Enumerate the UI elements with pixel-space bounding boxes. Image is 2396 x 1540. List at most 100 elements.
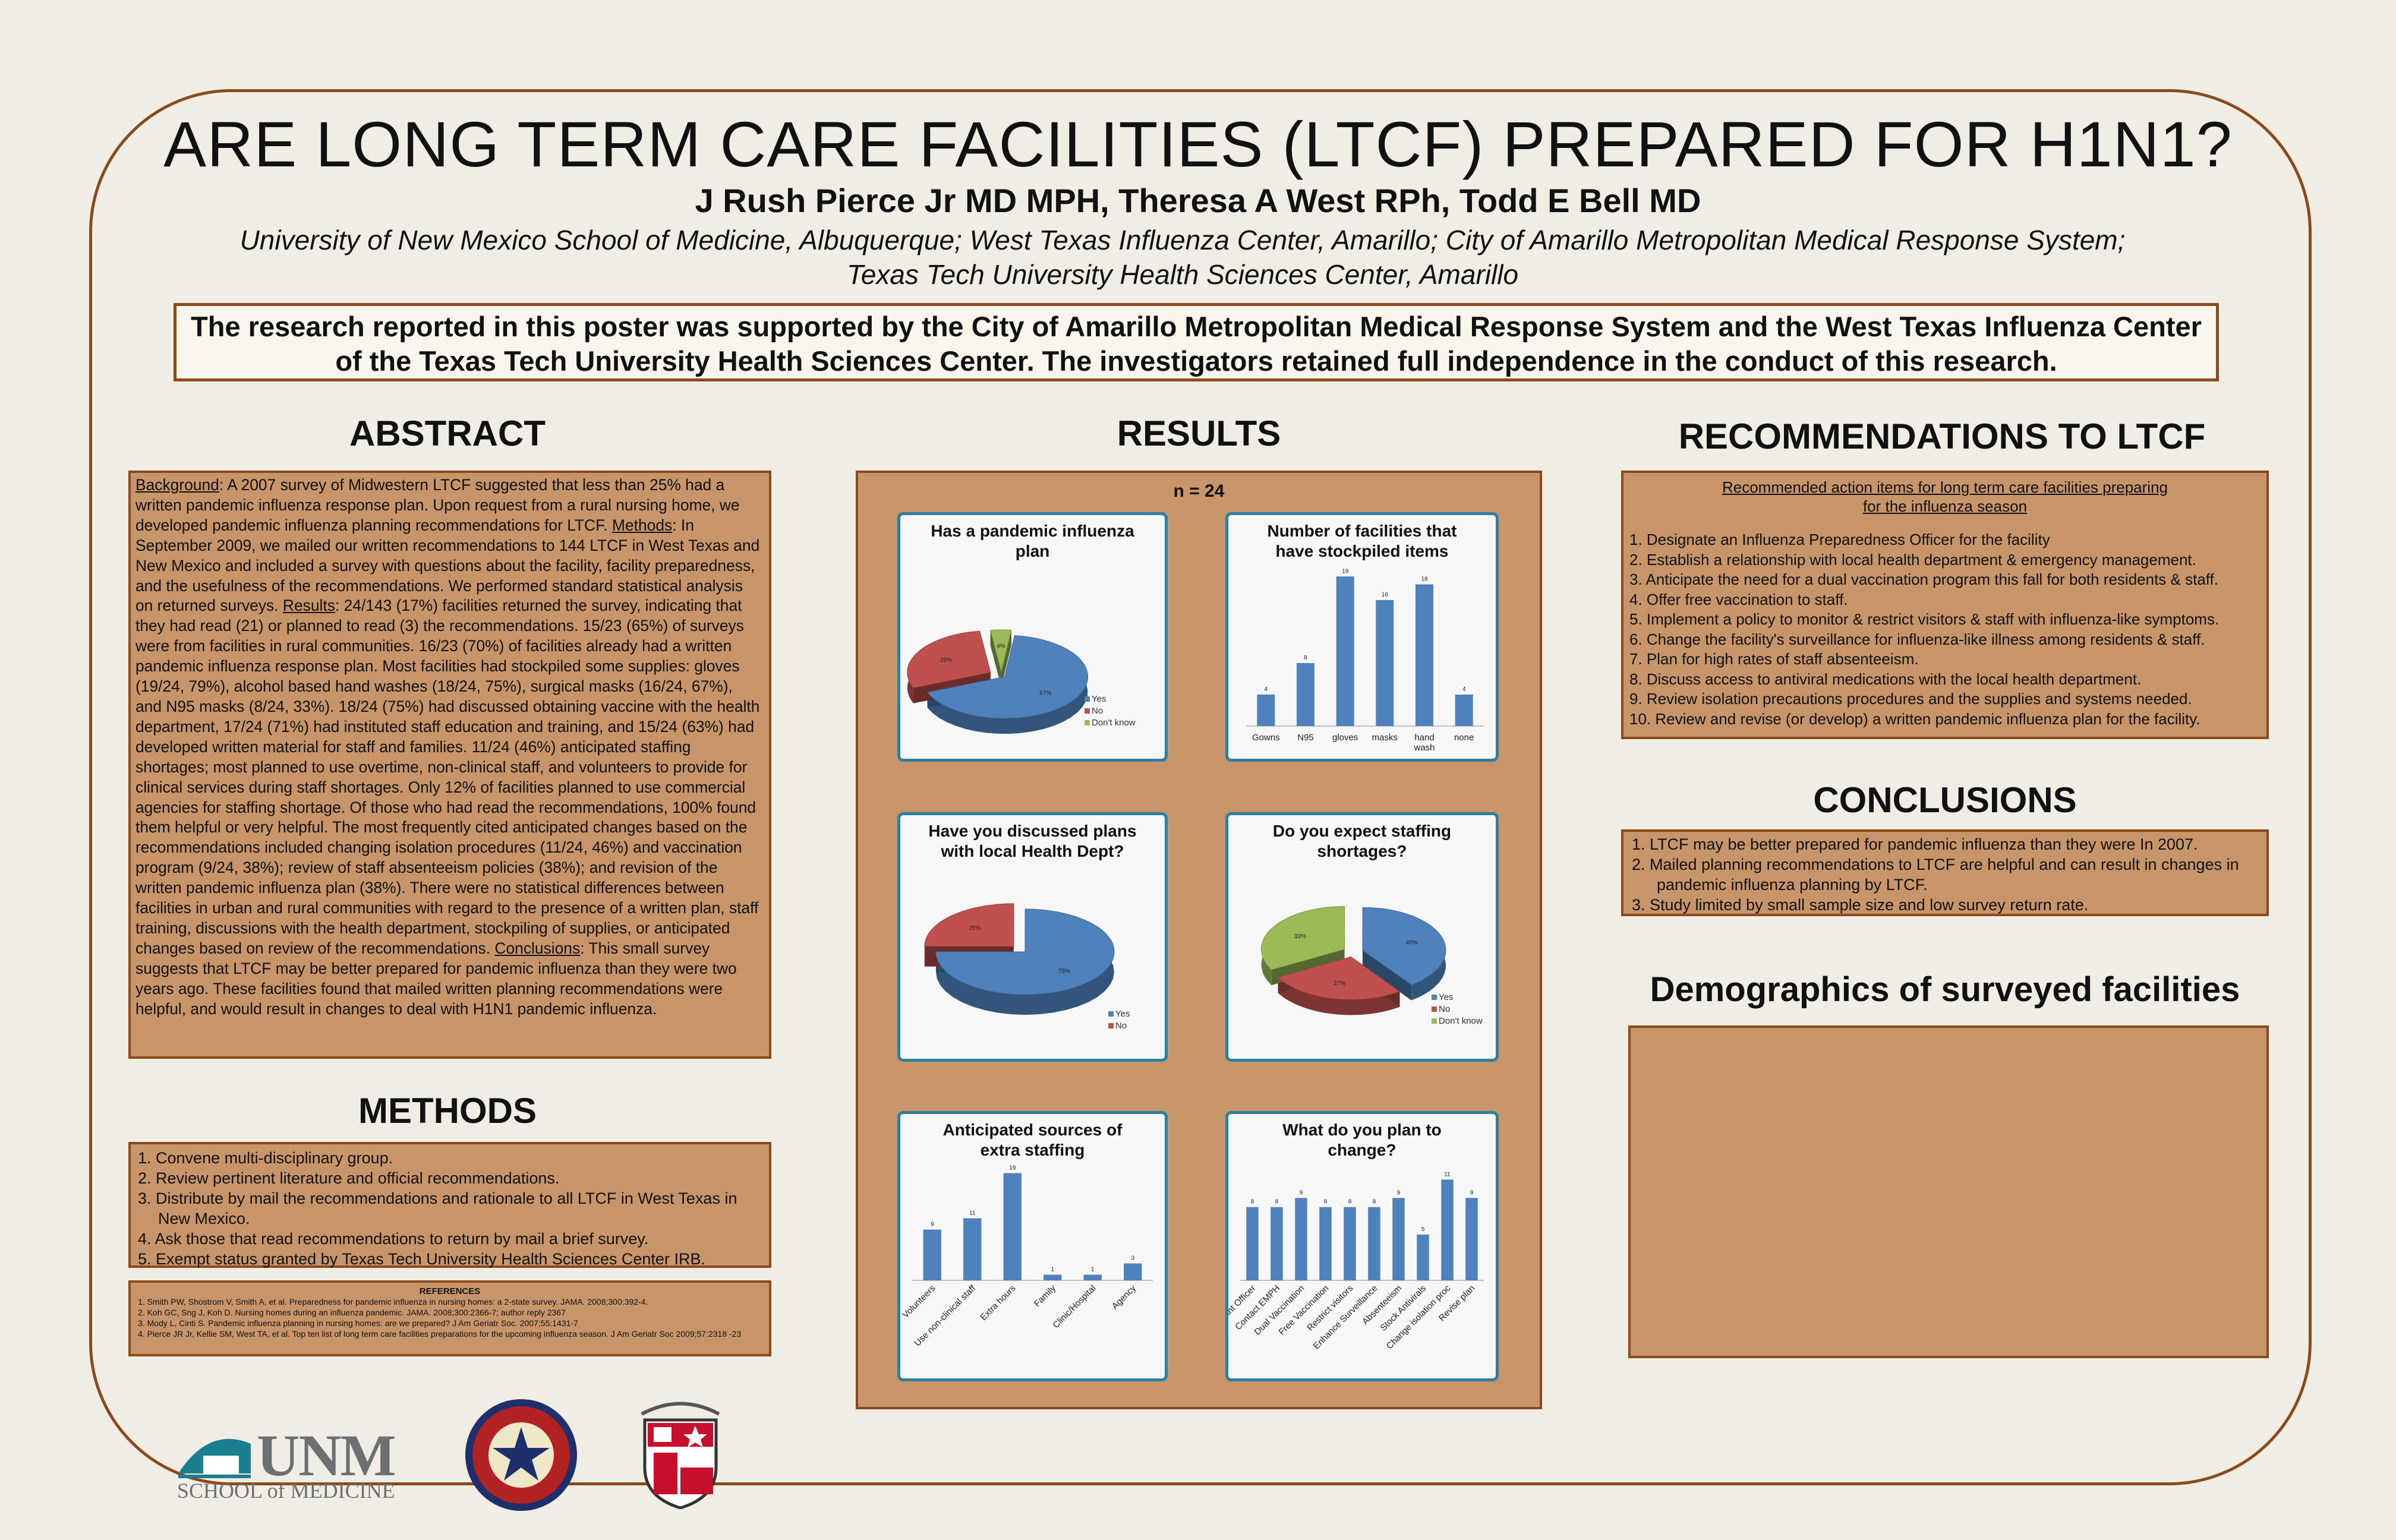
legend-swatch — [1108, 1023, 1114, 1028]
bar-data-label: 18 — [1421, 576, 1428, 583]
abstract-conclusions: : This small survey suggests that LTCF m… — [135, 939, 737, 1018]
bar — [1415, 584, 1433, 726]
poster-frame — [89, 89, 2312, 1485]
pie-slice-don-t-know — [990, 629, 1012, 672]
legend-entry: Don't know — [1084, 717, 1136, 729]
conclusion-item: 3. Study limited by small sample size an… — [1632, 896, 2089, 914]
legend-label: No — [1439, 1004, 1451, 1014]
methods-heading: METHODS — [358, 1091, 537, 1131]
bar — [1441, 1179, 1454, 1280]
bar-data-label: 16 — [1382, 592, 1389, 598]
references-heading: REFERENCES — [419, 1286, 481, 1296]
chart-title: Have you discussed plans with local Heal… — [928, 822, 1137, 860]
recommendations-subheading-line-1: Recommended action items for long term c… — [1722, 478, 2168, 496]
x-tick-label: Clinic/Hospital — [1051, 1283, 1098, 1330]
chart-title: Number of facilities that have stockpile… — [1267, 522, 1457, 560]
ttuhsc-crest-graphic — [641, 1402, 720, 1510]
abstract-methods: : In September 2009, we mailed our writt… — [135, 516, 760, 615]
chart-title: Anticipated sources of extra staffing — [942, 1121, 1123, 1159]
recommendation-item: 8. Discuss access to antiviral medicatio… — [1629, 670, 2142, 688]
abstract-text: Background: A 2007 survey of Midwestern … — [135, 475, 761, 1019]
bar-data-label: 9 — [1470, 1189, 1474, 1196]
bar — [1465, 1198, 1478, 1280]
pie-data-label: 4% — [997, 643, 1005, 650]
demographics-box — [1628, 1025, 2269, 1358]
pie-slice-no — [924, 903, 1014, 947]
bar-data-label: 8 — [1348, 1199, 1352, 1206]
recommendation-item: 4. Offer free vaccination to staff. — [1629, 590, 1848, 608]
legend-swatch — [1432, 1018, 1437, 1024]
pie-slice-don-t-know — [1261, 906, 1345, 970]
recommendations-heading: RECOMMENDATIONS TO LTCF — [1678, 416, 2206, 456]
bar-data-label: 4 — [1265, 686, 1268, 693]
bar — [1003, 1173, 1022, 1280]
abstract-background: : A 2007 survey of Midwestern LTCF sugge… — [135, 476, 740, 534]
bar-data-label: 4 — [1462, 686, 1466, 693]
bar — [1376, 600, 1394, 726]
chart-title: Do you expect staffing shortages? — [1272, 822, 1452, 860]
legend-entry: Yes — [1108, 1008, 1130, 1020]
chart-legend: Yes No Don't know — [1084, 693, 1136, 729]
pie-slice-yes — [926, 635, 1089, 719]
methods-list: 1. Convene multi-disciplinary group. 2. R… — [138, 1148, 762, 1269]
bar-data-label: 8 — [1251, 1199, 1254, 1206]
bar — [1083, 1274, 1102, 1280]
conclusions-heading: CONCLUSIONS — [1813, 780, 2077, 820]
bar-data-label: 9 — [931, 1222, 934, 1228]
pie-data-label: 33% — [1294, 933, 1306, 940]
legend-swatch — [1108, 1011, 1114, 1017]
poster-title: ARE LONG TERM CARE FACILITIES (LTCF) PRE… — [163, 108, 2233, 180]
recommendations-subheading-line-2: for the influenza season — [1862, 497, 2028, 515]
methods-item: 3. Distribute by mail the recommendation… — [138, 1189, 737, 1227]
legend-entry: No — [1108, 1020, 1130, 1032]
conclusions-box: 1. LTCF may be better prepared for pande… — [1621, 829, 2269, 916]
bar-data-label: 19 — [1009, 1165, 1016, 1172]
chart-panel-sources: Anticipated sources of extra staffing 9 Vo… — [897, 1111, 1168, 1381]
x-tick-label: Gowns — [1252, 733, 1280, 743]
legend-swatch — [1432, 995, 1437, 1000]
bar — [1295, 1198, 1307, 1280]
bar — [923, 1229, 941, 1280]
chart-legend: Yes No — [1108, 1008, 1130, 1032]
legend-entry: Don't know — [1432, 1015, 1483, 1027]
bar-data-label: 11 — [969, 1210, 976, 1217]
unm-logo-graphic — [178, 1438, 251, 1478]
affiliations: University of New Mexico School of Medic… — [178, 223, 2187, 292]
recommendation-item: 1. Designate an Influenza Preparedness O… — [1629, 531, 2050, 548]
recommendation-item: 7. Plan for high rates of staff absentee… — [1629, 650, 1919, 668]
legend-entry: No — [1432, 1003, 1483, 1015]
affiliations-line-2: Texas Tech University Health Sciences Ce… — [846, 259, 1519, 290]
pie-slice-no — [907, 630, 991, 689]
chart-panel-stockpile: Number of facilities that have stockpile… — [1225, 512, 1499, 762]
legend-swatch — [1084, 708, 1090, 714]
recommendation-item: 10. Review and revise (or develop) a wri… — [1629, 709, 2200, 728]
bar-data-label: 3 — [1131, 1255, 1134, 1262]
x-tick-label: gloves — [1332, 733, 1358, 743]
bar-data-label: 1 — [1091, 1267, 1095, 1273]
recommendation-item: 5. Implement a policy to monitor & restr… — [1629, 610, 2220, 628]
recommendation-item: 3. Anticipate the need for a dual vaccin… — [1629, 570, 2218, 588]
abstract-methods-label: Methods — [611, 516, 673, 534]
abstract-background-label: Background — [135, 476, 219, 494]
pie-data-label: 27% — [1333, 980, 1345, 987]
bar — [963, 1218, 982, 1280]
pie-slice-yes — [1362, 907, 1446, 986]
bar — [1392, 1198, 1405, 1280]
bar — [1336, 576, 1354, 726]
pie-chart-svg: 67% 29% 4% — [907, 629, 1089, 734]
chart-panel-staffing: Do you expect staffing shortages? 40% 27% 3… — [1225, 812, 1499, 1062]
legend-swatch — [1084, 720, 1090, 725]
bar — [1270, 1207, 1283, 1280]
bar-data-label: 1 — [1051, 1267, 1054, 1273]
conclusion-item: 2. Mailed planning recommendations to LT… — [1632, 856, 2239, 894]
references-box: REFERENCES 1. Smith PW, Shostrom V, Smit… — [128, 1280, 771, 1356]
pie-chart-svg: 40% 27% 33% — [1261, 906, 1446, 1015]
x-tick-label: masks — [1372, 733, 1398, 743]
recommendations-box: Recommended action items for long term c… — [1621, 471, 2269, 739]
pie-data-label: 40% — [1406, 940, 1418, 946]
reference-item: 3. Mody L, Cinti S. Pandemic influenza p… — [138, 1318, 578, 1328]
legend-entry: No — [1084, 705, 1136, 717]
bar — [1124, 1263, 1142, 1280]
x-tick-label: none — [1454, 733, 1474, 743]
